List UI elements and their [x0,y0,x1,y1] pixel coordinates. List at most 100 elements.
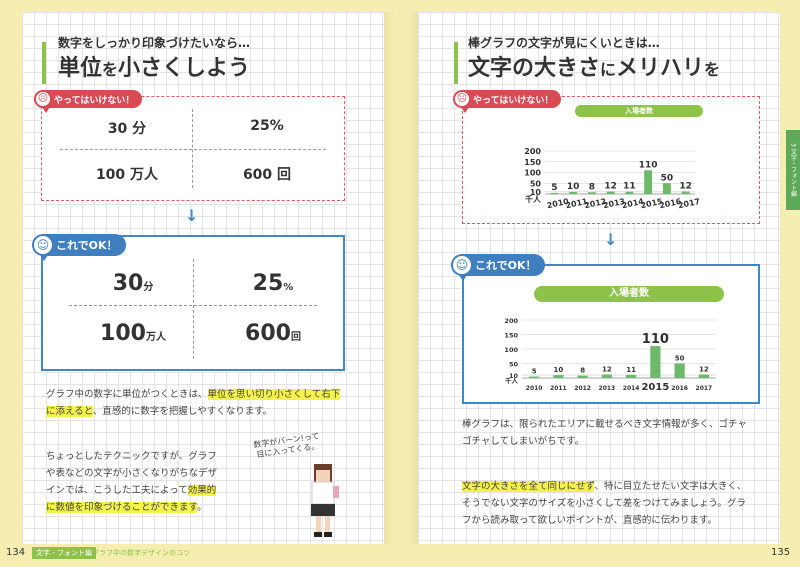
ok-label: ☺ これでOK！ [32,234,126,261]
y-tick-label: 100 [524,169,541,178]
ng-label: ☹ やってはいけない！ [453,90,562,113]
y-tick-label: 200 [524,147,541,156]
value-label-2015: 110 [639,160,658,170]
bar-2014 [626,374,637,378]
left-paragraph-1: グラフ中の数字に単位がつくときは、単位を思い切り小さくして右下 に添えると、直感的… [46,389,341,417]
ok-chart-box: 入場者数 10 50 100 150 200 千人 5 2010 10 2011 8 2012 12 20… [462,264,760,404]
y-tick-label: 10 [530,188,542,197]
bar-2016 [662,183,671,194]
value-label-2012: 8 [589,182,595,192]
ng-example-box: 30 分 25% 100 万人 600 回 [41,96,345,201]
value-label-2011: 10 [554,366,564,374]
footer-chapter-tag: 文字・フォント編 [32,547,96,559]
ok-cell: 600回 [245,321,301,346]
left-page-number: 134 [6,547,26,558]
y-tick-label: 150 [504,332,518,340]
bar-2010 [529,376,540,378]
title-part: 小さくしよう [118,56,251,81]
chart-title: 入場者数 [534,286,724,302]
x-tick-2011: 2011 [550,385,567,392]
ng-bar-chart: 1050100150200千人5201010201182012122013112… [524,147,701,210]
bar-2017 [698,374,709,378]
bar-2011 [569,191,578,194]
x-tick-2017: 2017 [696,385,713,392]
ng-cell: 600 回 [242,167,292,183]
x-tick-2015: 2015 [641,382,669,393]
value-label-2012: 8 [580,367,585,375]
bar-2017 [681,191,690,194]
y-axis-unit-label: 千人 [505,376,519,385]
bar-2015 [650,346,661,378]
divider [193,259,194,359]
bar-2014 [625,191,634,194]
ng-cell: 100 万人 [95,167,159,183]
title-part: 単位 [58,56,103,81]
value-label-2013: 12 [604,181,617,191]
bar-2016 [674,363,685,378]
value-label-2014: 11 [623,182,636,192]
right-page-number: 135 [771,547,791,558]
ng-cell: 25% [250,118,284,134]
title-particle: に [600,60,617,79]
down-arrow-icon: ↓ [185,206,199,225]
value-label-2017: 12 [699,366,709,374]
y-axis-unit-label: 千人 [525,194,542,204]
ng-chart-box: 入場者数 10 50 100 150 200 千人 5 2010 10 2011 8 2012 12 20… [462,96,760,224]
x-tick-2010: 2010 [526,385,543,392]
ng-label: ☹ やってはいけない！ [34,90,143,113]
y-tick-label: 50 [530,179,542,188]
y-tick-label: 150 [524,158,541,167]
ok-bar-chart: 10 50 100 150 200 千人 5 2010 10 2011 8 2012 12 2013 11 2… [504,317,716,393]
right-paragraph-1: 棒グラフは、限られたエリアに載せるべき文字情報が多く、ゴチャ ゴチャしてしまいがち… [462,419,747,447]
ok-cell: 25% [252,271,294,296]
ok-label: ☺ これでOK！ [451,254,545,281]
value-label-2017: 12 [679,181,692,191]
chart-title: 入場者数 [575,105,703,117]
y-tick-label: 50 [509,361,519,369]
right-paragraph-2: 文字の大きさを全て同じにせず、特に目立たせたい文字は大きく、 そうでない文字のサイ… [462,481,747,526]
value-label-2013: 12 [602,366,612,374]
left-page: 数字をしっかり印象づけたいなら… 単位を小さくしよう 30 分 25% 100 … [22,12,384,544]
smile-face-icon: ☺ [453,256,471,274]
x-tick-2014: 2014 [623,385,640,392]
down-arrow-icon: ↓ [604,230,618,249]
divider [192,109,193,188]
x-tick-2016: 2016 [671,385,688,392]
bar-2011 [553,375,564,378]
bar-2013 [606,191,615,194]
value-label-2011: 10 [567,182,580,192]
right-page: 棒グラフの文字が見にくいときは… 文字の大きさにメリハリを 入場者数 10 50 1… [418,12,780,544]
x-tick-2017: 2017 [677,197,701,210]
y-tick-label: 100 [504,346,518,354]
value-label-2016: 50 [675,355,685,363]
y-tick-label: 10 [509,372,519,380]
x-tick-2012: 2012 [574,385,591,392]
speech-bubble: 数字がバーン!って 目に入ってくる。 [252,431,320,460]
ng-cell: 30 分 [107,121,147,137]
sad-face-icon: ☹ [36,92,50,106]
book-gutter [384,12,418,544]
bar-2013 [601,374,612,378]
value-label-2010: 5 [551,183,557,193]
value-label-2010: 5 [532,368,537,376]
ok-example-box: 30分 25% 100万人 600回 [41,235,345,371]
bar-2012 [587,192,596,194]
left-paragraph-2: ちょっとしたテクニックですが、グラフ や表などの文字が小さくなりがちなデザ インでは… [46,451,218,513]
value-label-2015: 110 [642,332,669,347]
bar-2012 [577,375,588,378]
right-title: 文字の大きさにメリハリを [468,50,720,82]
chapter-side-tab: 3 文字・フォント編 [786,130,800,210]
value-label-2016: 50 [661,173,674,183]
sad-face-icon: ☹ [455,92,469,106]
x-tick-2013: 2013 [599,385,616,392]
divider [60,149,326,150]
left-subtitle: 数字をしっかり印象づけたいなら… [58,36,251,50]
y-tick-label: 200 [504,317,518,325]
title-particle: を [704,60,721,79]
title-part: 文字の大きさ [468,56,601,81]
value-label-2014: 11 [626,366,636,374]
bar-2010 [550,192,559,194]
ok-cell: 30分 [112,271,154,296]
girl-illustration [311,464,339,537]
bar-2015 [644,170,653,194]
